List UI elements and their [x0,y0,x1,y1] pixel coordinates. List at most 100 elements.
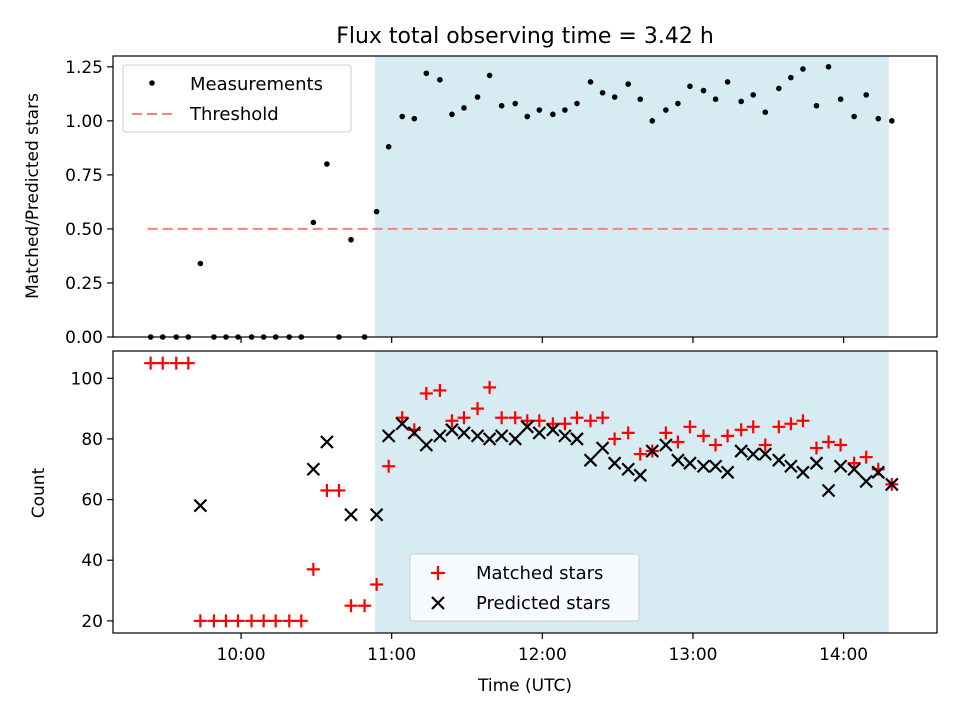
predicted-star-point [482,432,497,446]
predicted-star-point [671,453,685,467]
predicted-star-point [683,456,697,470]
matched-star-point [621,426,635,440]
predicted-star-point [607,456,622,470]
matched-star-point [419,386,433,400]
predicted-star-point [395,416,410,431]
predicted-star-point [508,432,522,446]
predicted-stars-series [193,416,899,522]
matched-star-point [546,417,560,431]
y-tick-label: 80 [81,430,103,450]
predicted-star-point [457,426,471,440]
x-tick-label: 10:00 [217,645,266,665]
measurement-point [411,115,418,122]
measurement-point [449,111,455,118]
predicted-star-point [758,447,773,461]
bottom-x-ticks: 10:00 11:00 12:00 13:00 14:00 [217,633,868,665]
matched-star-point [306,562,320,576]
top-legend: Measurements Threshold [122,64,352,133]
matched-star-point [156,356,170,370]
measurement-point [197,260,204,267]
predicted-star-point [193,498,208,513]
measurement-point [399,113,406,120]
y-tick-label: 60 [81,491,103,511]
predicted-star-point [494,429,509,443]
bottom-y-axis-label: Count [29,467,49,518]
predicted-star-point [470,429,485,443]
top-axes-frame [112,55,938,338]
predicted-star-point [633,468,648,483]
top-y-axis-label: Matched/Predicted stars [23,93,43,299]
measurement-point [625,81,631,87]
bottom-panel: 20 40 60 80 100 10:00 11:00 12:00 13:00 14:00 Co… [29,350,938,696]
bottom-legend-box [409,553,640,622]
predicted-star-point [583,453,598,467]
predicted-star-point [847,462,861,477]
predicted-star-point [871,465,886,480]
top-legend-box [122,64,352,133]
x-tick-label: 13:00 [668,645,717,665]
matched-star-point [532,414,546,428]
x-tick-label: 14:00 [819,645,868,665]
measurement-point [800,66,806,72]
measurement-point [512,100,519,107]
matched-star-point [784,417,798,431]
y-tick-label: 100 [71,369,103,389]
matched-star-point [495,411,509,425]
predicted-star-point [708,459,723,474]
measurement-point [813,102,820,109]
measurement-point [875,115,882,122]
matched-star-point [320,483,334,497]
matched-star-point [257,614,271,628]
measurement-point [675,100,681,107]
matched-star-point [181,356,195,370]
chart-title: Flux total observing time = 3.42 h [336,24,714,49]
predicted-star-point [546,423,560,437]
matched-star-point [358,599,372,613]
matched-star-point [144,356,158,370]
predicted-star-point [306,462,321,477]
matched-star-point [822,435,836,449]
top-x-ticks [240,337,845,343]
measurement-point [776,85,782,92]
bottom-y-ticks: 20 40 60 80 100 [71,369,113,632]
measurement-point [599,89,606,96]
matched-star-point [245,614,259,628]
y-tick-label: 1.25 [65,58,103,78]
matched-star-point [859,450,873,464]
predicted-star-point [720,465,735,480]
measurement-point [437,76,443,83]
predicted-star-point [520,420,535,434]
measurement-point [562,107,568,113]
matched-star-point [219,614,233,628]
matched-star-point [457,411,471,425]
matched-stars-series [144,356,899,628]
measurement-point [663,107,669,113]
measurement-point [474,94,481,100]
x-axis-label: Time (UTC) [477,676,572,696]
predicted-star-point [407,426,422,440]
measurement-point [837,96,844,103]
measurement-point [310,219,317,226]
measurement-point [348,236,354,243]
measurement-point [498,102,505,109]
y-tick-label: 0.00 [65,328,103,348]
predicted-star-point [821,483,836,498]
matched-star-point [671,435,685,449]
predicted-star-point [833,459,848,474]
measurement-point [762,109,769,115]
matched-star-point [683,420,697,434]
measurement-point [825,64,832,70]
matched-star-point [809,441,823,455]
measurement-point [724,79,731,85]
predicted-star-point [809,456,824,470]
matched-star-point [596,411,610,425]
measurement-point [750,92,757,98]
matched-star-point [445,414,459,428]
predicted-star-point [445,423,459,437]
measurement-point [324,161,330,167]
measurement-point [385,143,392,150]
matched-star-point [344,599,358,613]
top-shaded-span [375,56,889,337]
predicted-star-point [570,432,584,446]
